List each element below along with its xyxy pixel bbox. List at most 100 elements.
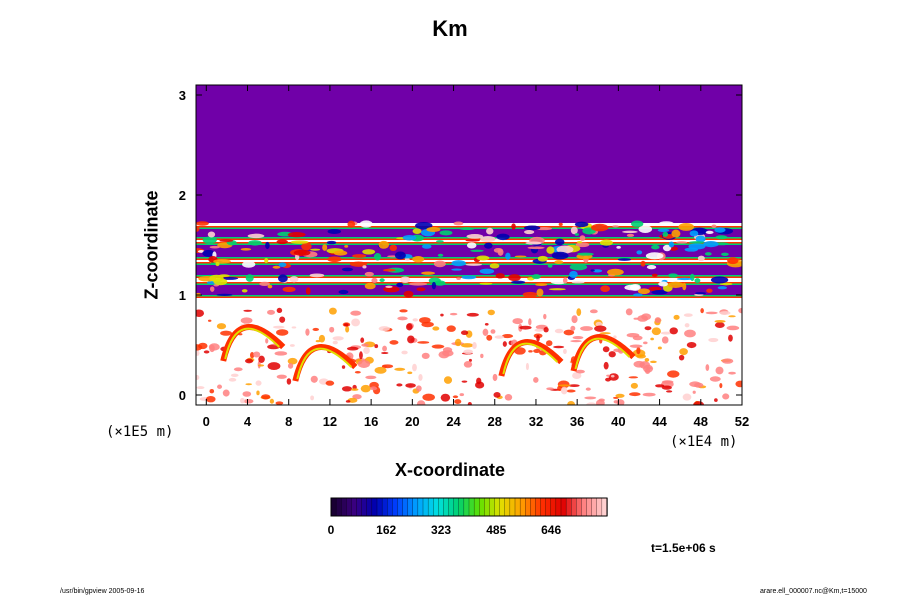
turbulent-patch — [568, 384, 580, 388]
mixed-patch — [394, 251, 406, 260]
turbulent-patch — [312, 327, 320, 331]
mixed-patch — [301, 242, 312, 251]
mixed-patch — [216, 293, 233, 297]
turbulent-patch — [207, 319, 212, 322]
turbulent-patch — [418, 373, 423, 381]
turbulent-patch — [401, 350, 408, 355]
turbulent-patch — [484, 322, 489, 326]
mixed-patch — [265, 241, 270, 250]
mixed-patch — [362, 249, 376, 255]
turbulent-patch — [575, 369, 585, 374]
colorbar-cell — [479, 497, 485, 517]
turbulent-patch — [642, 392, 656, 397]
colorbar-cell — [494, 497, 501, 517]
plume-arc — [220, 324, 286, 362]
mixed-patch — [669, 246, 678, 251]
mixed-patch — [389, 244, 397, 252]
mixed-patch — [293, 249, 311, 256]
mixed-patch — [248, 240, 262, 246]
turbulent-patch — [217, 384, 223, 389]
turbulent-patch — [396, 383, 403, 387]
mixed-patch — [202, 236, 217, 244]
colorbar-cell — [458, 497, 465, 517]
mixed-patch — [451, 268, 463, 271]
y-axis-unit: (×1E5 m) — [106, 424, 174, 440]
mixed-patch — [548, 288, 566, 291]
mixed-patch — [715, 235, 728, 240]
colorbar-cell — [525, 497, 531, 517]
turbulent-patch — [709, 376, 721, 382]
turbulent-patch — [360, 384, 371, 393]
mixed-patch — [622, 230, 638, 234]
mixed-patch — [689, 230, 699, 237]
colorbar-cell — [545, 497, 552, 517]
mixed-patch — [242, 260, 256, 268]
turbulent-patch — [363, 346, 370, 355]
mixed-patch — [612, 225, 619, 228]
turbulent-patch — [646, 367, 652, 370]
turbulent-patch — [452, 395, 459, 399]
mixed-patch — [668, 273, 679, 278]
turbulent-patch — [669, 327, 678, 335]
turbulent-patch — [256, 390, 260, 396]
mixed-patch — [657, 228, 670, 233]
turbulent-patch — [394, 367, 406, 371]
mixed-patch — [662, 244, 672, 252]
mixed-patch — [511, 223, 516, 230]
colorbar-cell — [427, 497, 434, 517]
mixed-patch — [537, 255, 548, 262]
mixed-patch — [341, 267, 354, 272]
colorbar-cell — [412, 497, 419, 517]
y-tick-label: 0 — [179, 388, 186, 403]
mixed-patch — [535, 283, 548, 287]
turbulent-patch — [650, 360, 657, 364]
turbulent-patch — [738, 307, 742, 314]
mixed-patch — [704, 252, 712, 256]
turbulent-patch — [382, 345, 387, 352]
turbulent-patch — [494, 335, 505, 339]
mixed-patch — [489, 263, 500, 269]
colorbar-cell — [407, 497, 414, 517]
colorbar-cell — [550, 497, 557, 517]
turbulent-patch — [332, 340, 338, 345]
x-tick-label: 28 — [488, 414, 502, 429]
mixed-patch — [196, 221, 209, 226]
turbulent-patch — [438, 350, 450, 359]
turbulent-patch — [683, 313, 693, 317]
turbulent-patch — [580, 326, 593, 331]
turbulent-patch — [242, 391, 252, 397]
mixed-patch — [497, 248, 504, 256]
colorbar-cell — [341, 497, 347, 517]
chart-title: Km — [432, 16, 468, 41]
turbulent-patch — [305, 328, 310, 336]
turbulent-patch — [572, 336, 584, 340]
turbulent-patch — [615, 393, 625, 398]
colorbar-cell — [453, 497, 460, 517]
colorbar-tick-label: 162 — [376, 523, 396, 537]
mixed-patch — [453, 221, 464, 226]
mixed-patch — [562, 277, 568, 284]
colorbar-cell — [530, 497, 537, 517]
mixed-patch — [671, 229, 681, 238]
mixed-patch — [527, 246, 545, 250]
x-tick-label: 40 — [611, 414, 625, 429]
colorbar-cell — [381, 497, 388, 517]
turbulent-patch — [422, 393, 435, 401]
mixed-patch — [402, 234, 417, 241]
colorbar-cell — [596, 497, 603, 517]
turbulent-patch — [726, 325, 740, 331]
mixed-patch — [396, 282, 404, 287]
mixed-patch — [710, 276, 729, 284]
colorbar-frame — [330, 497, 608, 517]
turbulent-patch — [629, 392, 641, 397]
colorbar-cell — [376, 497, 383, 517]
mixed-patch — [278, 262, 287, 267]
turbulent-patch — [454, 399, 462, 405]
turbulent-patch — [208, 343, 220, 351]
mixed-patch — [590, 269, 595, 272]
turbulent-patch — [714, 398, 718, 402]
turbulent-patch — [291, 326, 297, 329]
turbulent-patch — [230, 373, 239, 378]
mixed-patch — [496, 233, 510, 241]
turbulent-patch — [682, 393, 692, 401]
